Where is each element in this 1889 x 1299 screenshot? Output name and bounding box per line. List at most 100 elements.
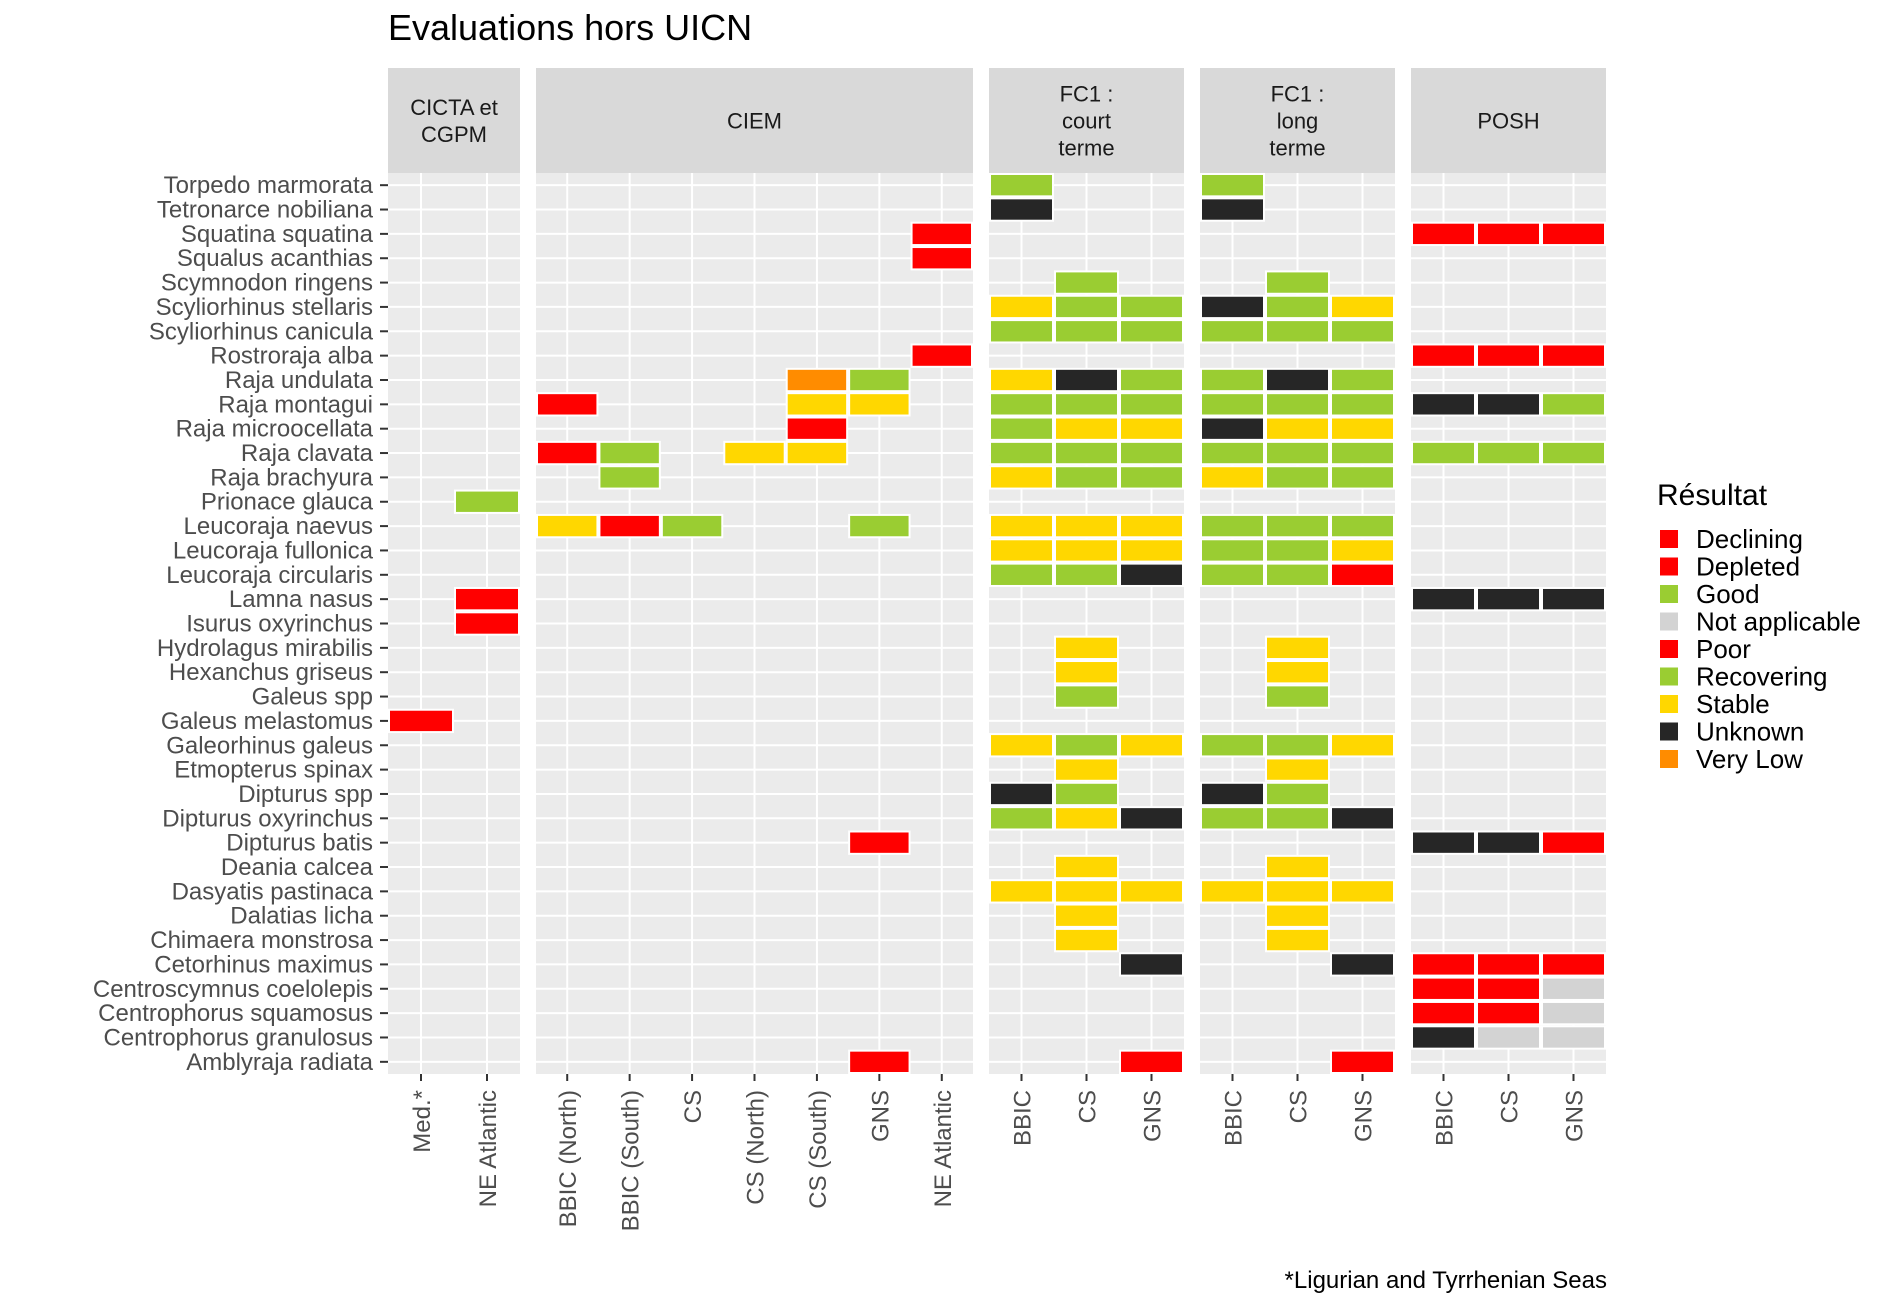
tile-torpedo-marmorata-bbic	[1200, 173, 1265, 198]
tile-lamna-nasus-bbic	[1411, 586, 1476, 612]
tile-etmopterus-spinax-cs	[1265, 757, 1330, 782]
tile-squatina-squatina-cs	[1476, 221, 1541, 247]
tile-prionace-glauca-ne-atlantic	[454, 489, 520, 514]
tile-raja-undulata-bbic	[1200, 367, 1265, 393]
y-tick-label: Scymnodon ringens	[161, 270, 373, 297]
tile-galeorhinus-galeus-bbic	[1200, 733, 1265, 758]
tile-leucoraja-naevus-cs	[1054, 513, 1119, 539]
tile-raja-clavata-bbic	[989, 440, 1054, 466]
tile-raja-brachyura-bbic	[989, 465, 1054, 490]
y-tick-label: Leucoraja naevus	[184, 513, 373, 540]
legend-key-very-low	[1660, 750, 1678, 768]
tile-galeorhinus-galeus-bbic	[989, 733, 1054, 758]
tile-centroscymnus-coelolepis-bbic	[1411, 976, 1476, 1001]
x-tick-label: GNS	[867, 1090, 894, 1142]
panel-strip	[388, 68, 520, 173]
y-tick-label: Centrophorus granulosus	[104, 1024, 374, 1051]
panel-strip-label: court	[1062, 109, 1111, 134]
legend-label-recovering: Recovering	[1696, 662, 1828, 692]
x-tick-label: Med.*	[409, 1090, 436, 1153]
x-tick-label: NE Atlantic	[930, 1090, 957, 1207]
tile-raja-montagui-cs	[1265, 392, 1330, 417]
tile-galeus-spp-cs	[1054, 684, 1119, 709]
panel-strip-label: long	[1277, 109, 1319, 134]
tile-galeus-spp-cs	[1265, 684, 1330, 709]
y-tick-label: Isurus oxyrinchus	[186, 611, 373, 638]
tile-leucoraja-naevus-gns	[1119, 513, 1184, 539]
y-tick-label: Lamna nasus	[229, 586, 373, 613]
tile-amblyraja-radiata-gns	[1330, 1049, 1395, 1075]
y-tick-label: Tetronarce nobiliana	[157, 197, 374, 224]
tile-scyliorhinus-stellaris-bbic	[989, 294, 1054, 320]
panel-strip-label: FC1 :	[1060, 82, 1114, 107]
tile-leucoraja-circularis-bbic	[1200, 562, 1265, 587]
tile-etmopterus-spinax-cs	[1054, 757, 1119, 782]
legend-title: Résultat	[1657, 479, 1768, 512]
x-tick-label: BBIC (South)	[618, 1090, 645, 1231]
x-tick-label: CS	[1497, 1090, 1524, 1123]
tile-scymnodon-ringens-cs	[1265, 270, 1330, 295]
legend-key-unknown	[1660, 722, 1678, 741]
x-tick-label: CS	[1286, 1090, 1313, 1123]
tile-leucoraja-naevus-gns	[848, 513, 911, 539]
tile-raja-undulata-cs	[1265, 367, 1330, 393]
x-tick-label: BBIC	[1010, 1090, 1037, 1146]
y-tick-label: Leucoraja circularis	[166, 562, 373, 589]
tile-centroscymnus-coelolepis-gns	[1541, 976, 1606, 1001]
tile-scyliorhinus-canicula-cs	[1054, 319, 1119, 344]
y-tick-label: Leucoraja fullonica	[173, 537, 374, 564]
tile-leucoraja-naevus-cs	[660, 513, 724, 539]
y-tick-label: Raja clavata	[241, 440, 374, 467]
legend-key-stable	[1660, 695, 1678, 713]
y-tick-label: Scyliorhinus canicula	[149, 318, 374, 345]
y-tick-label: Galeus melastomus	[161, 708, 373, 735]
legend-label-very-low: Very Low	[1696, 744, 1803, 774]
panel-strip-label: CICTA et	[410, 95, 498, 120]
tile-scyliorhinus-canicula-bbic	[1200, 319, 1265, 344]
y-tick-label: Dipturus batis	[226, 830, 373, 857]
tile-dipturus-spp-bbic	[989, 781, 1054, 807]
x-tick-label: CS (South)	[805, 1090, 832, 1209]
tile-raja-clavata-cs	[1476, 440, 1541, 466]
tile-dipturus-oxyrinchus-cs	[1265, 806, 1330, 831]
tile-leucoraja-naevus-bbic	[1200, 513, 1265, 539]
y-tick-label: Raja montagui	[218, 391, 373, 418]
tile-cetorhinus-maximus-gns	[1119, 952, 1184, 977]
tile-leucoraja-fullonica-bbic	[1200, 538, 1265, 563]
tile-dasyatis-pastinaca-bbic	[1200, 879, 1265, 904]
x-tick-label: GNS	[1562, 1090, 1589, 1142]
y-tick-label: Centroscymnus coelolepis	[93, 976, 373, 1003]
chart-caption: *Ligurian and Tyrrhenian Seas	[1285, 1267, 1607, 1294]
tile-raja-montagui-bbic	[1411, 392, 1476, 417]
tile-scyliorhinus-stellaris-gns	[1330, 294, 1395, 320]
panel-strip	[989, 68, 1184, 173]
tile-raja-microocellata-cs	[1265, 416, 1330, 441]
tile-centrophorus-squamosus-gns	[1541, 1000, 1606, 1026]
tile-raja-microocellata-gns	[1119, 416, 1184, 441]
legend-key-good	[1660, 585, 1678, 603]
tile-dipturus-oxyrinchus-gns	[1119, 806, 1184, 831]
tile-dasyatis-pastinaca-bbic	[989, 879, 1054, 904]
tile-scyliorhinus-stellaris-bbic	[1200, 294, 1265, 320]
tile-raja-microocellata-bbic	[989, 416, 1054, 441]
tile-cetorhinus-maximus-gns	[1541, 952, 1606, 977]
tile-chimaera-monstrosa-cs	[1265, 927, 1330, 953]
panel-strip-label: CGPM	[421, 122, 487, 147]
y-tick-label: Chimaera monstrosa	[150, 927, 373, 954]
tile-rostroraja-alba-cs	[1476, 343, 1541, 368]
tile-galeorhinus-galeus-cs	[1265, 733, 1330, 758]
tile-scyliorhinus-canicula-bbic	[989, 319, 1054, 344]
tile-dasyatis-pastinaca-gns	[1119, 879, 1184, 904]
tile-galeorhinus-galeus-gns	[1119, 733, 1184, 758]
tile-centrophorus-squamosus-bbic	[1411, 1000, 1476, 1026]
tile-squatina-squatina-bbic	[1411, 221, 1476, 247]
tile-leucoraja-naevus-bbic	[989, 513, 1054, 539]
x-tick-label: CS	[1075, 1090, 1102, 1123]
tile-dalatias-licha-cs	[1265, 903, 1330, 928]
y-tick-label: Raja brachyura	[210, 464, 373, 491]
tile-centrophorus-granulosus-gns	[1541, 1025, 1606, 1050]
tile-raja-montagui-gns	[1330, 392, 1395, 417]
